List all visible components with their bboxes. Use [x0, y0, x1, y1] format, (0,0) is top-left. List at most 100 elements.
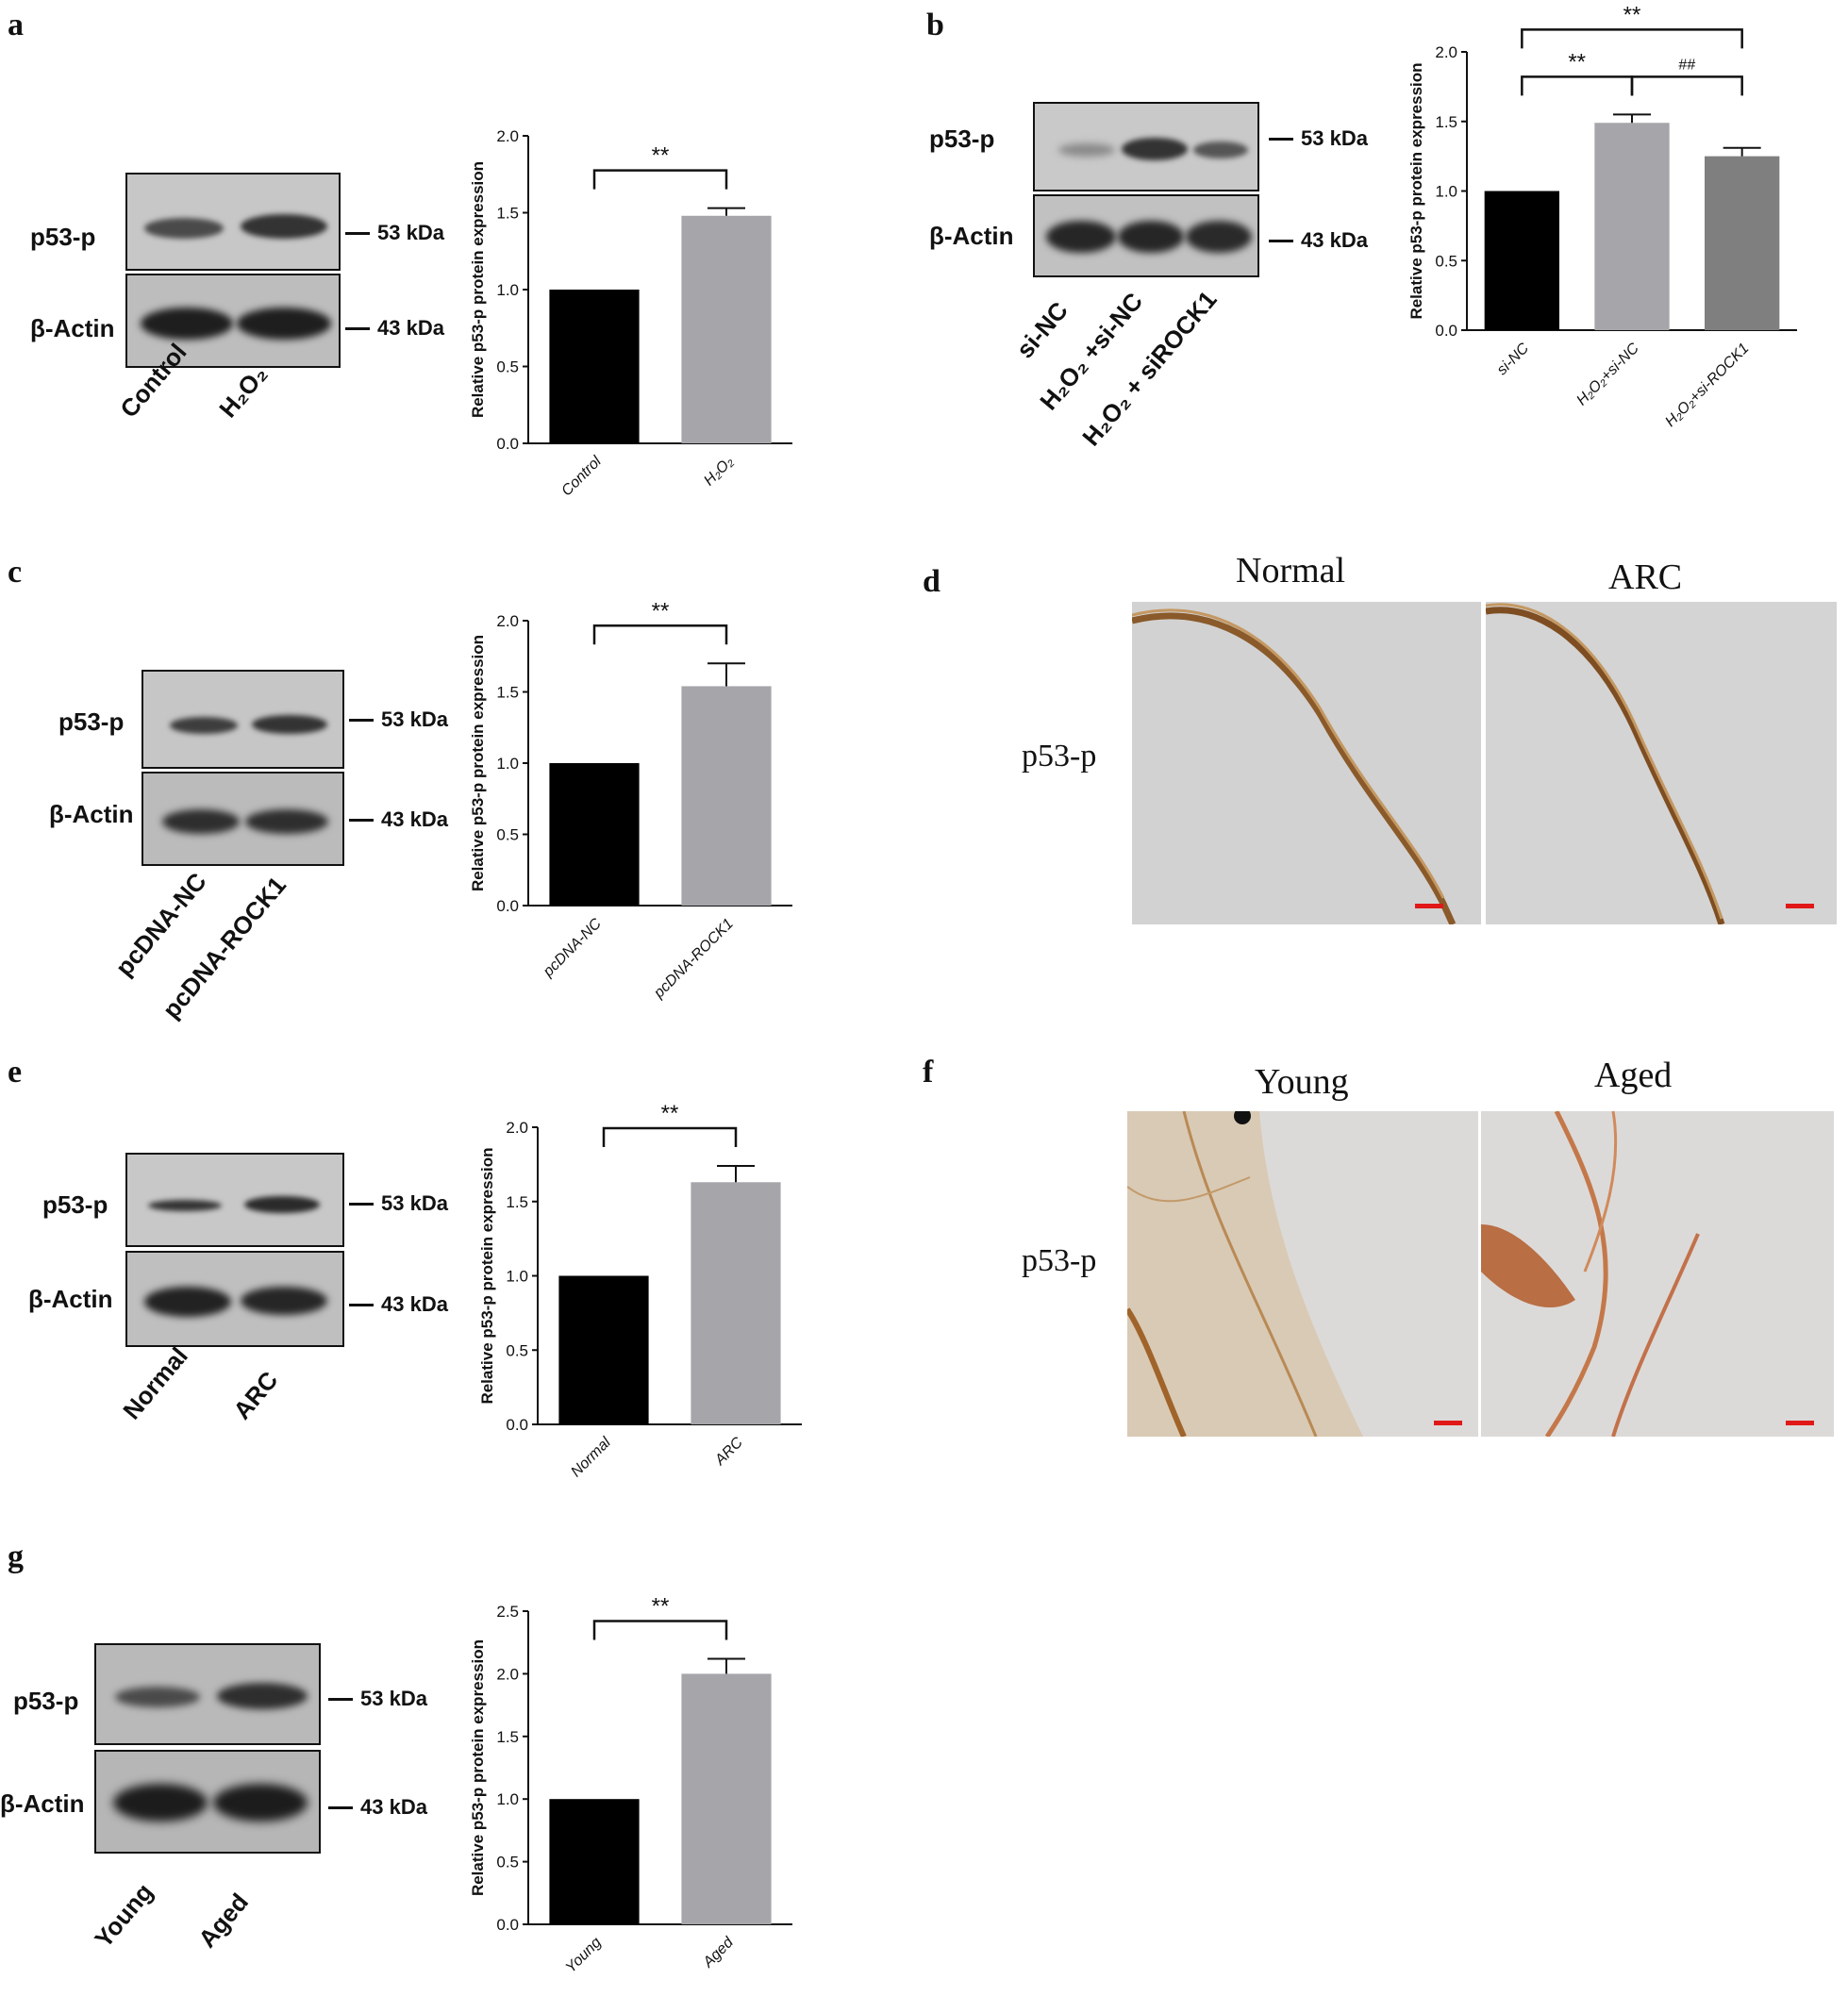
significance-bracket — [1521, 75, 1634, 96]
y-axis-label: Relative p53-p protein expression — [469, 161, 487, 418]
y-tick-label: 0.0 — [506, 1416, 528, 1434]
marker-53kda: 53 kDa — [1269, 126, 1368, 151]
y-axis-label: Relative p53-p protein expression — [1407, 62, 1425, 319]
panel-letter-d: d — [923, 564, 941, 599]
x-tick-label: Control — [558, 453, 605, 499]
blot-e-p53 — [125, 1153, 344, 1247]
x-tick-label: Aged — [700, 1934, 738, 1971]
panel-letter-a: a — [8, 8, 24, 42]
row-label-p53: p53-p — [929, 125, 995, 153]
significance-label: ** — [1623, 2, 1641, 27]
bar — [681, 1673, 772, 1924]
y-tick-label: 2.5 — [496, 1603, 519, 1621]
row-label-p53: p53-p — [58, 707, 125, 736]
panel-letter-c: c — [8, 555, 23, 590]
marker-53kda: 53 kDa — [328, 1687, 427, 1711]
significance-label: ** — [652, 1593, 670, 1619]
bar-chart-g: 0.0 0.5 1.0 1.5 2.0 2.5 Relative p53-p protein… — [469, 1593, 792, 1976]
blot-c-p53 — [142, 670, 344, 769]
y-tick-label: 1.5 — [496, 1728, 519, 1746]
ihc-title-normal: Normal — [1236, 551, 1346, 591]
blot-e-actin — [125, 1251, 344, 1347]
row-label-actin: β-Actin — [30, 314, 115, 342]
y-tick-label: 2.0 — [496, 127, 519, 145]
y-tick-label: 0.5 — [496, 358, 519, 376]
y-tick-label: 0.0 — [496, 435, 519, 453]
lane-label: Young — [89, 1877, 158, 1954]
marker-43kda: 43 kDa — [349, 807, 448, 832]
panel-letter-g: g — [8, 1539, 24, 1574]
x-tick-label: pcDNA-ROCK1 — [651, 916, 737, 1002]
marker-53kda: 53 kDa — [349, 707, 448, 732]
row-label-p53: p53-p — [13, 1687, 79, 1715]
ihc-image-normal — [1132, 602, 1481, 924]
y-tick-label: 2.0 — [496, 612, 519, 630]
y-tick-label: 0.5 — [496, 1854, 519, 1872]
ihc-image-aged — [1481, 1111, 1834, 1437]
y-tick-label: 1.5 — [496, 205, 519, 223]
y-tick-label: 1.0 — [506, 1268, 528, 1286]
y-tick-label: 0.5 — [1435, 252, 1457, 270]
significance-label: ** — [661, 1104, 679, 1126]
ihc-title-aged: Aged — [1594, 1056, 1673, 1095]
lane-label: Normal — [117, 1341, 193, 1425]
significance-bracket — [1521, 28, 1743, 49]
y-tick-label: 1.0 — [496, 1790, 519, 1808]
row-label-p53: p53-p — [30, 223, 96, 251]
bar — [1484, 191, 1559, 330]
y-tick-label: 0.0 — [496, 897, 519, 915]
row-label-actin: β-Actin — [28, 1285, 113, 1313]
y-tick-label: 1.5 — [1435, 113, 1457, 131]
y-tick-label: 0.0 — [496, 1916, 519, 1934]
ihc-title-young: Young — [1255, 1062, 1349, 1102]
blot-b-p53 — [1033, 102, 1259, 191]
x-tick-label: H₂O₂+si-ROCK1 — [1662, 341, 1752, 430]
panel-letter-f: f — [923, 1055, 934, 1090]
ihc-image-young — [1127, 1111, 1478, 1437]
blot-b-actin — [1033, 194, 1259, 277]
marker-43kda: 43 kDa — [345, 316, 444, 341]
bar-chart-a: 0.0 0.5 1.0 1.5 2.0 Relative p53-p protein ex… — [469, 127, 792, 499]
marker-43kda: 43 kDa — [328, 1795, 427, 1820]
x-tick-label: H₂O₂ — [701, 454, 737, 490]
significance-bracket — [602, 1126, 738, 1147]
lane-label: H₂O₂ + siROCK1 — [1076, 285, 1223, 452]
y-tick-label: 0.5 — [496, 826, 519, 844]
significance-bracket — [592, 169, 728, 190]
significance-bracket — [592, 624, 728, 645]
bar — [681, 215, 772, 443]
marker-43kda: 43 kDa — [349, 1292, 448, 1317]
blot-a-actin — [125, 274, 341, 368]
y-axis-label: Relative p53-p protein expression — [478, 1147, 496, 1404]
significance-label: ** — [1568, 49, 1586, 75]
bar — [549, 1799, 640, 1924]
y-tick-label: 1.0 — [496, 281, 519, 299]
y-tick-label: 1.0 — [496, 755, 519, 773]
significance-label: ** — [652, 598, 670, 624]
blot-g-p53 — [94, 1643, 321, 1745]
lane-label: Aged — [192, 1888, 255, 1954]
y-tick-label: 2.0 — [1435, 43, 1457, 61]
significance-bracket — [1630, 75, 1743, 96]
ihc-image-arc — [1486, 602, 1837, 924]
bar — [549, 763, 640, 906]
bar — [558, 1275, 649, 1424]
marker-53kda: 53 kDa — [345, 221, 444, 245]
lane-label: ARC — [227, 1365, 284, 1425]
lane-label: si-NC — [1010, 296, 1074, 364]
y-tick-label: 1.0 — [1435, 183, 1457, 201]
bar-chart-e: 0.0 0.5 1.0 1.5 2.0 Relative p53-p protein ex… — [478, 1104, 802, 1480]
bar-chart-c: 0.0 0.5 1.0 1.5 2.0 Relative p53-p protein ex… — [469, 598, 792, 1002]
blot-g-actin — [94, 1750, 321, 1854]
x-tick-label: pcDNA-NC — [540, 915, 605, 980]
ihc-row-label: p53-p — [1022, 1243, 1097, 1278]
bar — [681, 686, 772, 906]
bar — [691, 1182, 781, 1424]
x-tick-label: H₂O₂+si-NC — [1573, 340, 1642, 408]
y-tick-label: 1.5 — [496, 684, 519, 702]
y-axis-label: Relative p53-p protein expression — [469, 635, 487, 891]
y-tick-label: 0.5 — [506, 1341, 528, 1359]
y-tick-label: 2.0 — [506, 1119, 528, 1137]
bar — [1594, 123, 1670, 330]
row-label-actin: β-Actin — [0, 1789, 85, 1818]
